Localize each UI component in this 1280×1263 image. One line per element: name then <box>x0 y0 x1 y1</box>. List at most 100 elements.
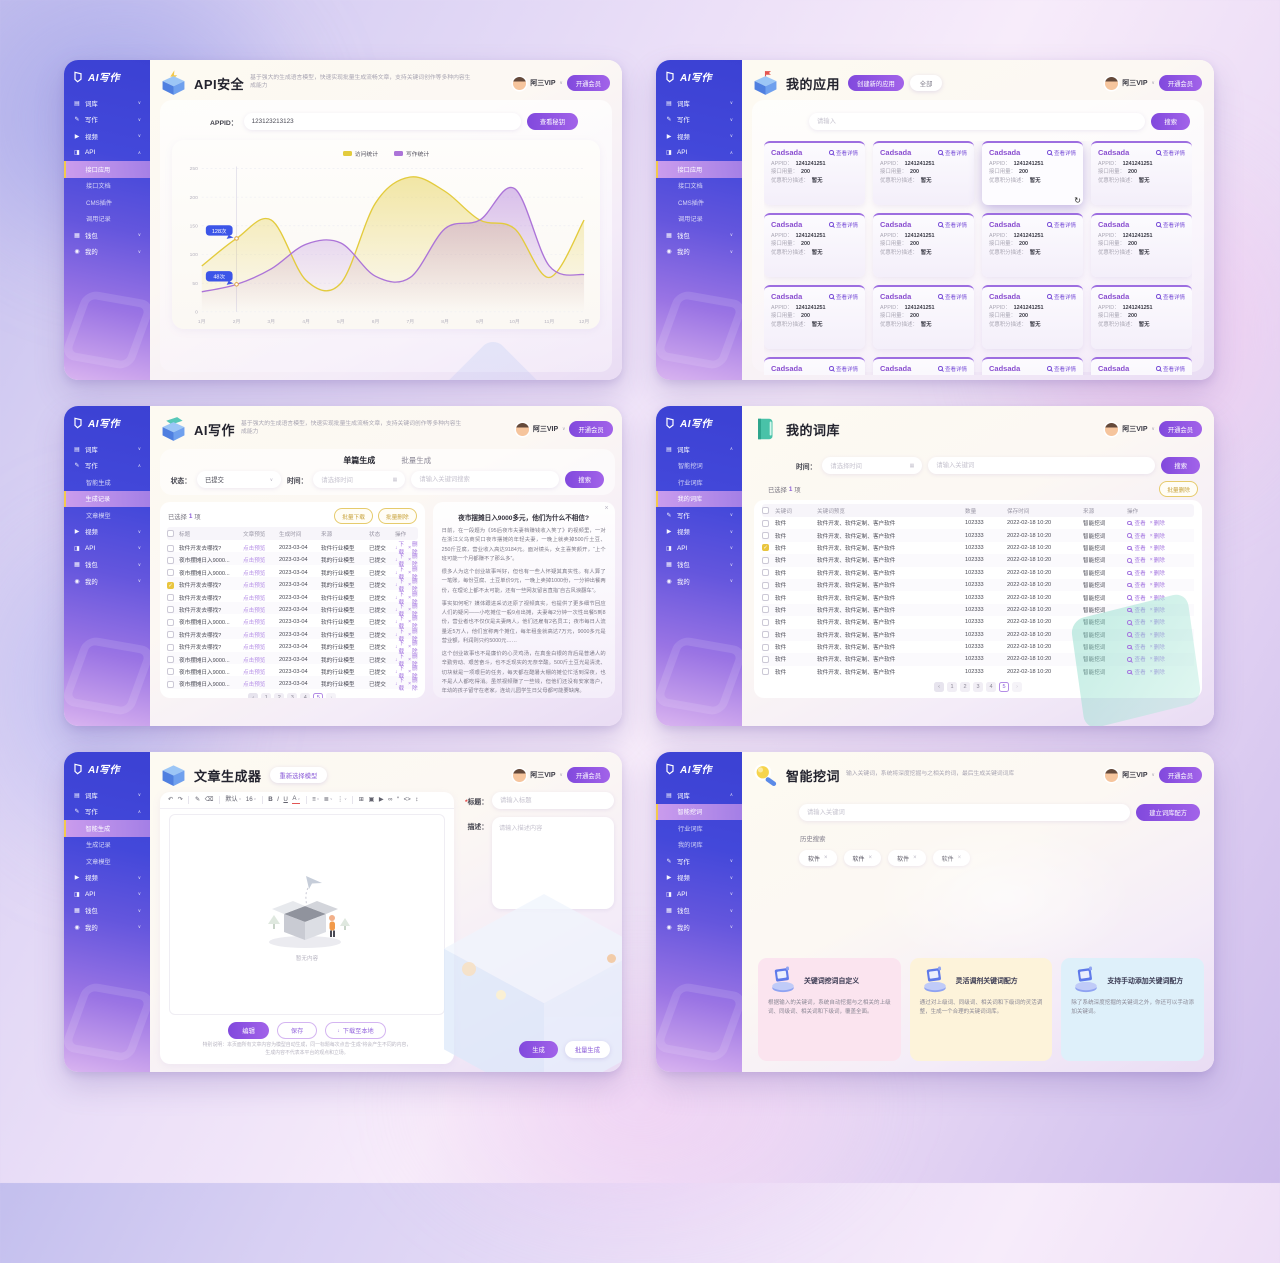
sidebar-item-API[interactable]: ◨ API ∨ <box>64 886 150 903</box>
open-vip-button[interactable]: 开通会员 <box>569 421 613 437</box>
view-secret-button[interactable]: 查看秘钥 <box>526 113 578 130</box>
sidebar-item-文章模型[interactable]: 文章模型 <box>86 512 111 520</box>
app-card[interactable]: Cadsada查看详情APPID：1241241251接口用量：200优惠积分描… <box>764 357 865 375</box>
row-checkbox[interactable] <box>762 594 769 602</box>
clear-format-icon[interactable]: ⌫ <box>204 795 214 803</box>
sidebar-item-词库[interactable]: ▤ 词库 ∨ <box>64 787 150 804</box>
view-detail-link[interactable]: 查看详情 <box>1156 221 1185 229</box>
sidebar-item-接口文档[interactable]: 接口文档 <box>678 183 703 191</box>
row-checkbox[interactable] <box>762 655 769 663</box>
sidebar-item-钱包[interactable]: ▦ 钱包 ∨ <box>64 227 150 244</box>
app-card[interactable]: Cadsada查看详情APPID：1241241251接口用量：200优惠积分描… <box>982 357 1083 375</box>
italic-icon[interactable]: I <box>277 795 279 803</box>
row-checkbox[interactable] <box>167 680 174 688</box>
sidebar-item-智能生成[interactable]: 智能生成 <box>64 820 150 837</box>
page-prev-button[interactable]: ‹ <box>248 692 259 698</box>
search-button[interactable]: 搜索 <box>565 471 604 488</box>
avatar[interactable] <box>513 76 527 90</box>
delete-link[interactable]: × 删除 <box>1149 520 1165 528</box>
row-checkbox[interactable] <box>762 668 769 676</box>
search-button[interactable]: 搜索 <box>1151 113 1190 130</box>
sidebar-item-钱包[interactable]: ▦ 钱包 ∨ <box>656 557 742 574</box>
page-button-3[interactable]: 3 <box>973 682 983 693</box>
delete-link[interactable]: × 删除 <box>1149 594 1165 602</box>
delete-link[interactable]: × 删除 <box>1149 582 1165 590</box>
sidebar-item-文章模型[interactable]: 文章模型 <box>86 858 111 866</box>
row-checkbox[interactable] <box>167 668 174 676</box>
delete-link[interactable]: × 删除 <box>1149 644 1165 652</box>
page-next-button[interactable]: › <box>1012 682 1022 693</box>
page-button-5[interactable]: 5 <box>313 692 324 698</box>
select-all-checkbox[interactable] <box>762 507 769 514</box>
view-detail-link[interactable]: 查看详情 <box>829 293 858 301</box>
sidebar-item-视频[interactable]: ▶ 视频 ∨ <box>64 128 150 145</box>
download-link[interactable]: ↓ 下载 <box>395 579 405 594</box>
sidebar-item-写作[interactable]: ✎ 写作 ∧ <box>64 804 150 821</box>
delete-link[interactable]: × 删除 <box>408 554 418 569</box>
user-name[interactable]: 阿三VIP <box>1122 80 1148 87</box>
batch-download-button[interactable]: 批量下载 <box>334 508 373 524</box>
close-icon[interactable]: × <box>824 855 828 861</box>
sidebar-item-视频[interactable]: ▶ 视频 ∨ <box>656 870 742 887</box>
view-detail-link[interactable]: 查看详情 <box>938 365 967 373</box>
sidebar-item-智能挖词[interactable]: 智能挖词 <box>656 803 742 820</box>
view-link[interactable]: 查看 <box>1127 668 1146 676</box>
user-name[interactable]: 阿三VIP <box>530 772 556 779</box>
sidebar-item-视频[interactable]: ▶ 视频 ∨ <box>656 128 742 145</box>
batch-delete-button[interactable]: 批量删除 <box>377 508 417 524</box>
select-all-checkbox[interactable] <box>167 530 174 537</box>
sidebar-item-钱包[interactable]: ▦ 钱包 ∨ <box>656 903 742 920</box>
sidebar-item-生成记录[interactable]: 生成记录 <box>86 842 111 850</box>
download-link[interactable]: ↓ 下载 <box>395 554 405 569</box>
row-checkbox[interactable] <box>762 519 769 527</box>
sidebar-item-API[interactable]: ◨ API ∨ <box>64 540 150 557</box>
sidebar-item-我的[interactable]: ◉ 我的 ∨ <box>656 244 742 261</box>
build-lexicon-button[interactable]: 建立词库配方 <box>1136 804 1200 821</box>
view-link[interactable]: 查看 <box>1127 556 1146 564</box>
fullscreen-icon[interactable]: ↕ <box>415 795 419 803</box>
row-checkbox[interactable] <box>167 643 174 651</box>
sidebar-item-词库[interactable]: ▤ 词库 ∧ <box>656 787 742 804</box>
sidebar-item-我的[interactable]: ◉ 我的 ∨ <box>64 573 150 590</box>
search-button[interactable]: 搜索 <box>1161 457 1200 474</box>
delete-link[interactable]: × 删除 <box>1149 631 1165 639</box>
sidebar-item-词库[interactable]: ▤ 词库 ∨ <box>64 95 150 112</box>
delete-link[interactable]: × 删除 <box>1149 668 1165 676</box>
sidebar-item-词库[interactable]: ▤ 词库 ∧ <box>656 441 742 458</box>
page-button-2[interactable]: 2 <box>274 692 285 698</box>
underline-icon[interactable]: U <box>283 795 288 803</box>
page-button-3[interactable]: 3 <box>287 692 298 698</box>
preview-link[interactable]: 点击预览 <box>243 595 266 602</box>
table-icon[interactable]: ⊞ <box>358 795 364 803</box>
avatar[interactable] <box>1105 422 1119 436</box>
view-detail-link[interactable]: 查看详情 <box>829 365 858 373</box>
sidebar-item-CMS插件[interactable]: CMS插件 <box>678 199 705 207</box>
sidebar-item-API[interactable]: ◨ API ∧ <box>64 145 150 162</box>
insert-video-icon[interactable]: ▶ <box>378 795 384 803</box>
row-checkbox[interactable] <box>762 606 769 614</box>
download-local-button[interactable]: ↓ 下载至本地 <box>325 1022 386 1040</box>
code-icon[interactable]: <> <box>403 795 411 803</box>
bold-icon[interactable]: B <box>268 795 273 803</box>
download-link[interactable]: ↓ 下载 <box>395 616 405 631</box>
preview-link[interactable]: 点击预览 <box>243 583 266 590</box>
preview-link[interactable]: 点击预览 <box>243 607 266 614</box>
open-vip-button[interactable]: 开通会员 <box>1158 421 1202 437</box>
row-checkbox[interactable] <box>762 618 769 626</box>
preview-link[interactable]: 点击预览 <box>243 632 266 639</box>
row-checkbox[interactable]: ✓ <box>167 581 174 589</box>
view-detail-link[interactable]: 查看详情 <box>1047 293 1076 301</box>
user-name[interactable]: 阿三VIP <box>532 426 559 433</box>
sidebar-item-钱包[interactable]: ▦ 钱包 ∨ <box>64 903 150 920</box>
status-select[interactable]: 已提交 ∨ <box>197 471 282 488</box>
download-link[interactable]: ↓ 下载 <box>395 542 405 556</box>
font-size-select[interactable]: 16 ∨ <box>245 795 257 803</box>
user-name[interactable]: 阿三VIP <box>1122 426 1148 433</box>
avatar[interactable] <box>1105 76 1119 90</box>
avatar[interactable] <box>513 768 527 782</box>
view-detail-link[interactable]: 查看详情 <box>1047 149 1076 157</box>
